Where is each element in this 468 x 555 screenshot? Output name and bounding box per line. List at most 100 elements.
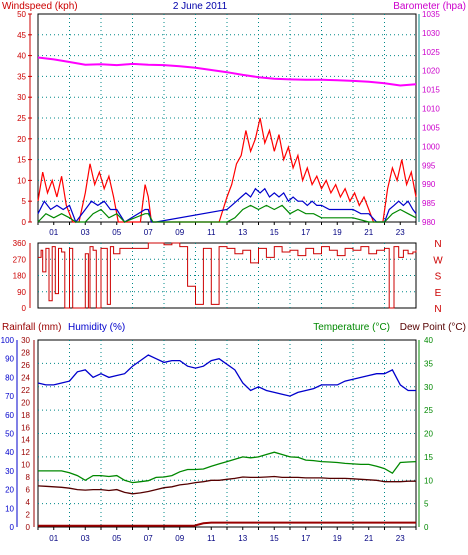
series-line-rainfall	[38, 521, 416, 527]
y-tick-label: 180	[13, 272, 27, 281]
y-tick-label: 50	[17, 10, 26, 19]
x-tick-label: 17	[301, 228, 310, 237]
humidity-tick-label: 80	[5, 373, 14, 382]
x-tick-label: 01	[49, 228, 58, 237]
rainfall-tick-label: 8	[26, 473, 31, 482]
temperature-tick-label: 25	[424, 406, 433, 415]
y2-tick-label: 1020	[422, 67, 440, 76]
humidity-tick-label: 100	[1, 336, 15, 345]
humidity-tick-label: 40	[5, 448, 14, 457]
y-tick-label: 0	[22, 304, 27, 313]
y-tick-label: 15	[17, 156, 26, 165]
humidity-tick-label: 10	[5, 504, 14, 513]
x-tick-label: 13	[238, 534, 247, 543]
temperature-tick-label: 0	[424, 523, 429, 532]
x-tick-label: 23	[396, 534, 405, 543]
x-tick-label: 11	[207, 534, 216, 543]
windspeed-axis-label: Windspeed (kph)	[2, 1, 78, 12]
x-tick-label: 15	[270, 228, 279, 237]
y-tick-label: 10	[17, 176, 26, 185]
compass-label: E	[435, 288, 442, 299]
x-tick-label: 23	[396, 228, 405, 237]
temperature-tick-label: 15	[424, 453, 433, 462]
humidity-tick-label: 20	[5, 486, 14, 495]
rainfall-tick-label: 18	[21, 411, 30, 420]
x-tick-label: 09	[175, 228, 184, 237]
temperature-axis-label: Temperature (°C)	[313, 322, 390, 333]
y2-tick-label: 985	[422, 199, 436, 208]
y-tick-label: 40	[17, 52, 26, 61]
temperature-tick-label: 20	[424, 430, 433, 439]
humidity-tick-label: 30	[5, 467, 14, 476]
rainfall-tick-label: 0	[26, 523, 31, 532]
x-tick-label: 19	[333, 534, 342, 543]
temperature-tick-label: 5	[424, 500, 429, 509]
series-line-gust	[37, 117, 417, 223]
y2-tick-label: 1025	[422, 48, 440, 57]
rainfall-tick-label: 24	[21, 373, 30, 382]
temperature-tick-label: 10	[424, 476, 433, 485]
rainfall-tick-label: 28	[21, 348, 30, 357]
rainfall-tick-label: 30	[21, 336, 30, 345]
y-tick-label: 35	[17, 72, 26, 81]
series-line-average	[37, 187, 417, 224]
humidity-axis-label: Humidity (%)	[68, 322, 125, 333]
compass-label: S	[435, 272, 442, 283]
y-tick-label: 5	[22, 197, 27, 206]
humidity-tick-label: 70	[5, 392, 14, 401]
rainfall-axis-label: Rainfall (mm)	[2, 322, 61, 333]
humidity-tick-label: 90	[5, 355, 14, 364]
series-line-humidity	[37, 354, 416, 397]
dewpoint-axis-label: Dew Point (°C)	[400, 322, 466, 333]
series-line-barometer	[37, 56, 417, 87]
temperature-tick-label: 30	[424, 383, 433, 392]
x-tick-label: 05	[112, 534, 121, 543]
compass-label: W	[433, 255, 443, 266]
rainfall-tick-label: 10	[21, 461, 30, 470]
x-tick-label: 07	[144, 534, 153, 543]
barometer-axis-label: Barometer (hpa)	[393, 1, 466, 12]
rainfall-tick-label: 6	[26, 486, 31, 495]
y2-tick-label: 1005	[422, 123, 440, 132]
rainfall-tick-label: 22	[21, 386, 30, 395]
plot-frame	[37, 339, 417, 528]
humidity-tick-label: 0	[10, 523, 15, 532]
x-tick-label: 13	[238, 228, 247, 237]
x-tick-label: 21	[364, 228, 373, 237]
y2-tick-label: 1015	[422, 86, 440, 95]
y-tick-label: 20	[17, 135, 26, 144]
x-tick-label: 07	[144, 228, 153, 237]
rainfall-tick-label: 4	[26, 498, 31, 507]
y2-tick-label: 995	[422, 161, 436, 170]
compass-label: N	[434, 239, 441, 250]
y2-tick-label: 1000	[422, 142, 440, 151]
y2-tick-label: 990	[422, 180, 436, 189]
y2-tick-label: 1010	[422, 105, 440, 114]
chart-title: 2 June 2011	[173, 1, 228, 12]
x-tick-label: 17	[301, 534, 310, 543]
temperature-humidity-panel: 0102030405060708090100024681012141618202…	[1, 336, 434, 543]
y2-tick-label: 1030	[422, 29, 440, 38]
y-tick-label: 30	[17, 93, 26, 102]
rainfall-tick-label: 2	[26, 511, 31, 520]
y-tick-label: 25	[17, 114, 26, 123]
x-tick-label: 21	[364, 534, 373, 543]
rainfall-tick-label: 14	[21, 436, 30, 445]
humidity-tick-label: 60	[5, 411, 14, 420]
series-line-direction	[38, 242, 417, 309]
rainfall-tick-label: 26	[21, 361, 30, 370]
x-tick-label: 03	[81, 228, 90, 237]
x-tick-label: 03	[81, 534, 90, 543]
y-tick-label: 90	[17, 288, 26, 297]
temperature-tick-label: 35	[424, 359, 433, 368]
series-line-temperature	[38, 451, 417, 484]
wind-barometer-panel: 0510152025303540455098098599099510001005…	[17, 10, 440, 237]
y2-tick-label: 980	[422, 218, 436, 227]
series-line-dew-point	[37, 475, 416, 495]
y-tick-label: 270	[13, 255, 27, 264]
rainfall-tick-label: 12	[21, 448, 30, 457]
humidity-tick-label: 50	[5, 430, 14, 439]
x-tick-label: 01	[49, 534, 58, 543]
x-tick-label: 11	[207, 228, 216, 237]
